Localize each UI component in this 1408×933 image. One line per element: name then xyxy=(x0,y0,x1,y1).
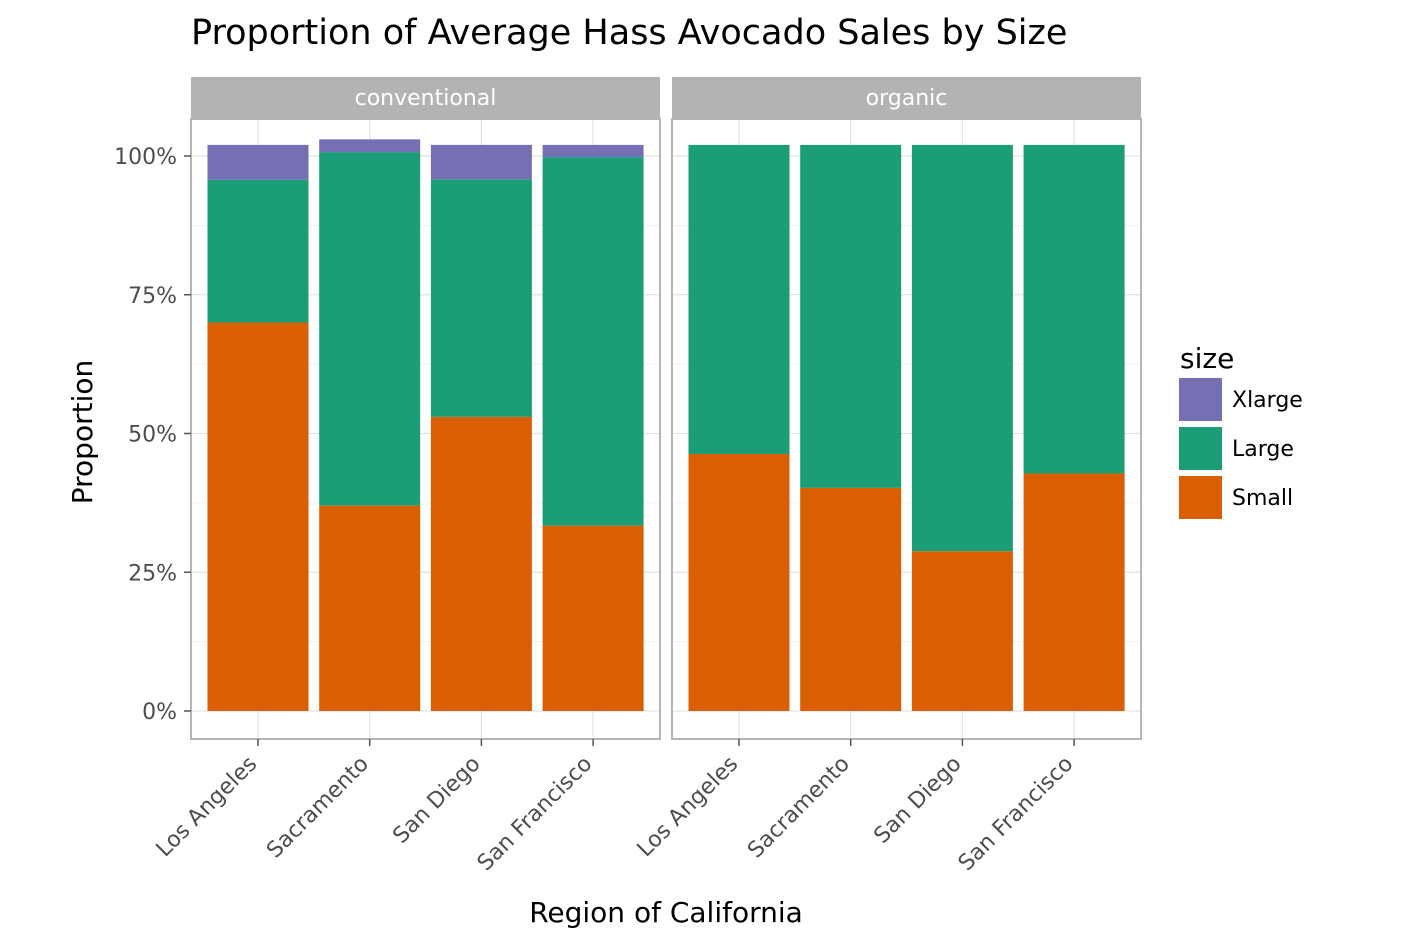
bar-conventional-san-diego-large xyxy=(430,179,532,417)
bar-conventional-san-francisco-large xyxy=(542,157,644,526)
y-tick-label: 25% xyxy=(128,561,177,586)
x-tick-label: San Diego xyxy=(869,752,966,849)
bar-conventional-sacramento-large xyxy=(319,152,421,506)
bar-organic-los-angeles-small xyxy=(688,454,790,711)
y-tick-label: 0% xyxy=(142,700,177,725)
facet-strip-label-conventional: conventional xyxy=(355,86,497,111)
legend-key-large xyxy=(1179,427,1222,470)
x-tick-label: San Francisco xyxy=(473,752,598,877)
y-axis-label: Proportion xyxy=(66,360,99,504)
bar-conventional-los-angeles-small xyxy=(207,322,309,711)
bar-conventional-sacramento-small xyxy=(319,505,421,711)
legend-key-small xyxy=(1179,476,1222,519)
bar-conventional-sacramento-xlarge xyxy=(319,139,421,153)
bar-conventional-san-diego-xlarge xyxy=(430,144,532,180)
bar-conventional-san-diego-small xyxy=(430,416,532,711)
bar-organic-los-angeles-large xyxy=(688,144,790,455)
bar-organic-sacramento-large xyxy=(800,144,902,488)
x-tick-label: Sacramento xyxy=(743,752,855,864)
legend-label-large: Large xyxy=(1232,437,1294,462)
panel-border-conventional xyxy=(190,118,661,740)
bar-conventional-los-angeles-xlarge xyxy=(207,144,309,180)
bar-conventional-san-francisco-xlarge xyxy=(542,144,644,158)
x-tick-label: Los Angeles xyxy=(152,752,263,863)
bars-organic xyxy=(688,144,1125,711)
chart-title: Proportion of Average Hass Avocado Sales… xyxy=(191,13,1067,53)
facet-strip-label-organic: organic xyxy=(866,86,948,111)
legend-label-small: Small xyxy=(1232,486,1293,511)
bar-organic-san-francisco-small xyxy=(1023,473,1125,711)
x-tick-label: San Francisco xyxy=(954,752,1079,877)
x-axis-label: Region of California xyxy=(529,896,803,929)
bar-organic-sacramento-small xyxy=(800,487,902,711)
y-tick-label: 50% xyxy=(128,423,177,448)
facet-panel-organic: organic Los Angeles Sacramento San DiegoSan… xyxy=(633,77,1142,877)
x-tick-label: San Diego xyxy=(388,752,485,849)
facet-strip-conventional xyxy=(191,77,660,119)
x-tick-label: Sacramento xyxy=(262,752,374,864)
x-tick-label: Los Angeles xyxy=(633,752,744,863)
facet-panel-conventional: conventional Los Angeles Sacramento San Die… xyxy=(114,77,661,877)
panel-border-organic xyxy=(671,118,1142,740)
y-axis: 0% 25% 50% 75% 100% xyxy=(114,145,191,725)
bars-conventional xyxy=(207,139,644,711)
bar-organic-san-francisco-large xyxy=(1023,144,1125,474)
legend-label-xlarge: Xlarge xyxy=(1232,388,1303,413)
y-tick-label: 75% xyxy=(128,284,177,309)
bar-organic-san-diego-small xyxy=(911,551,1013,711)
bar-conventional-san-francisco-small xyxy=(542,525,644,711)
legend-title: size xyxy=(1180,342,1234,375)
bar-conventional-los-angeles-large xyxy=(207,179,309,323)
y-tick-label: 100% xyxy=(114,145,177,170)
facet-strip-organic xyxy=(672,77,1141,119)
legend-key-xlarge xyxy=(1179,378,1222,421)
legend: size Xlarge Large Small xyxy=(1179,342,1303,519)
bar-organic-san-diego-large xyxy=(911,144,1013,552)
